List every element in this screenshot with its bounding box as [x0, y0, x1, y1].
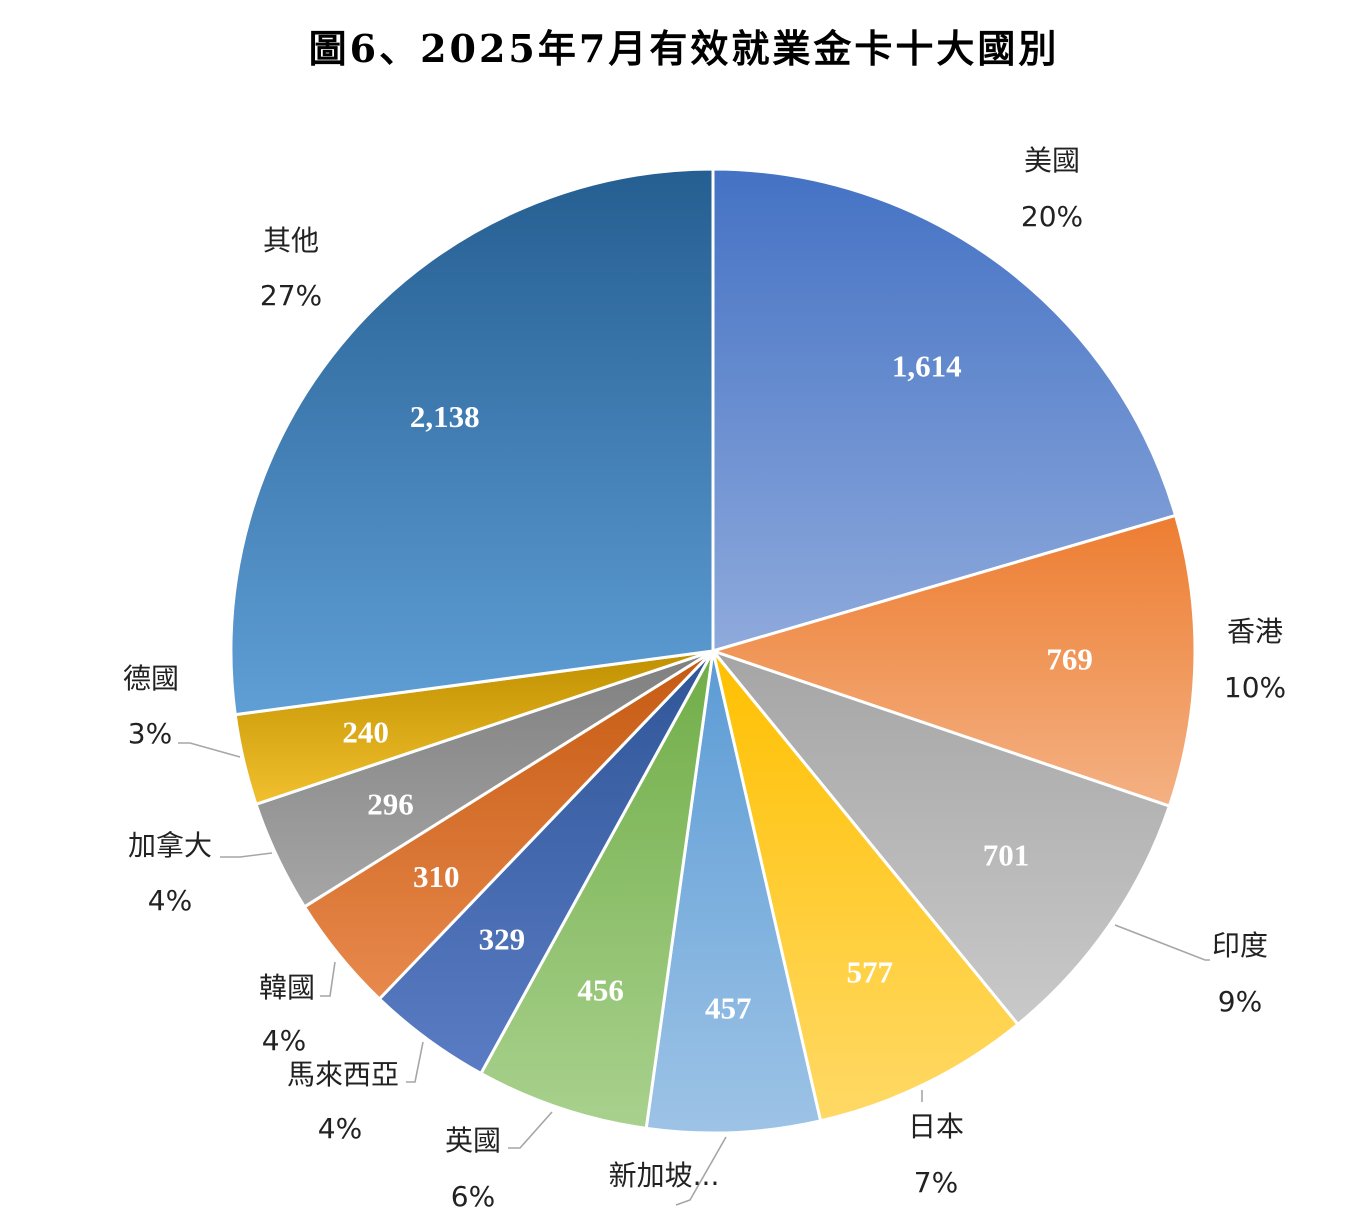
- slice-category-label: 韓國: [259, 971, 315, 1004]
- slice-percent-label: 7%: [914, 1166, 958, 1199]
- slice-percent-label: 4%: [262, 1024, 306, 1057]
- pie-slice-2: [708, 513, 1197, 809]
- pie-slice-3: [708, 647, 1172, 1027]
- leader-line: [320, 961, 336, 997]
- slice-category-label: 馬來西亞: [287, 1058, 399, 1091]
- slice-percent-label: 6%: [451, 1180, 495, 1213]
- slice-percent-label: 3%: [128, 717, 172, 750]
- slice-value-label: 240: [342, 715, 389, 750]
- slice-category-label: 其他: [263, 224, 319, 257]
- slice-percent-label: 4%: [148, 884, 192, 917]
- slice-category-label: 英國: [445, 1124, 501, 1157]
- slice-category-label: 新加坡...: [609, 1159, 720, 1192]
- pie-slice-4: [711, 650, 1020, 1123]
- pie-slice-5: [644, 650, 823, 1135]
- pie-labels: 1,614 美國 20% 769 香港 10% 701 印度 9% 577 日本 7% 457 新加坡..…: [123, 144, 1286, 1213]
- slice-value-label: 296: [367, 786, 414, 821]
- slice-value-label: 769: [1046, 642, 1093, 677]
- slice-value-label: 2,138: [410, 399, 480, 434]
- pie-slices: [229, 167, 1197, 1135]
- slice-value-label: 577: [846, 954, 893, 989]
- chart-title: 圖6、2025年7月有效就業金卡十大國別: [308, 26, 1060, 71]
- slice-category-label: 美國: [1024, 144, 1080, 177]
- slice-value-label: 310: [413, 859, 460, 894]
- slice-value-label: 457: [705, 990, 752, 1025]
- slice-percent-label: 10%: [1224, 671, 1286, 704]
- leader-line: [178, 742, 241, 758]
- slice-category-label: 印度: [1212, 929, 1268, 962]
- slice-category-label: 日本: [908, 1110, 964, 1143]
- slice-percent-label: 27%: [260, 279, 322, 312]
- slice-percent-label: 20%: [1021, 200, 1083, 233]
- leader-line: [220, 852, 273, 858]
- leader-line: [508, 1111, 553, 1149]
- slice-value-label: 456: [577, 973, 624, 1008]
- slice-category-label: 香港: [1227, 615, 1283, 648]
- slice-value-label: 329: [479, 922, 526, 957]
- pie-slice-11: [229, 167, 715, 717]
- pie-slice-1: [711, 167, 1178, 654]
- leader-lines: [178, 742, 1210, 1206]
- slice-value-label: 1,614: [892, 349, 962, 384]
- leader-line: [675, 1136, 727, 1206]
- slice-percent-label: 4%: [318, 1112, 362, 1145]
- leader-line: [406, 1041, 424, 1083]
- slice-percent-label: 9%: [1218, 985, 1262, 1018]
- slice-category-label: 德國: [123, 662, 179, 695]
- leader-line: [1114, 924, 1210, 961]
- slice-value-label: 701: [983, 837, 1030, 872]
- slice-category-label: 加拿大: [128, 829, 212, 862]
- pie-slice-6: [478, 650, 715, 1131]
